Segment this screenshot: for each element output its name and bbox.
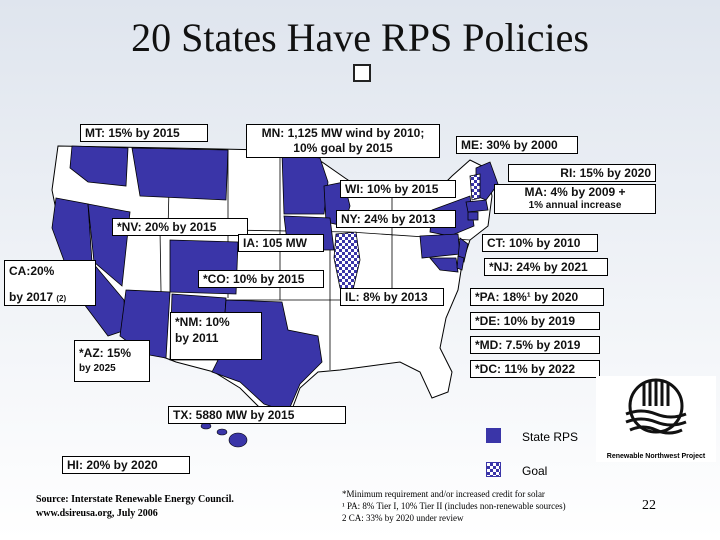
legend-rps-label: State RPS xyxy=(522,430,579,444)
page-number: 22 xyxy=(642,498,656,513)
label-ca-by: by 2017 xyxy=(9,290,54,304)
source-line1: Source: Interstate Renewable Energy Coun… xyxy=(36,494,234,505)
label-ma-line1: MA: 4% by 2009 + xyxy=(524,185,626,199)
legend-goal-swatch xyxy=(486,462,501,477)
label-me: ME: 30% by 2000 xyxy=(456,136,578,154)
label-ri: RI: 15% by 2020 xyxy=(508,164,656,182)
legend-rps-swatch xyxy=(486,428,501,443)
logo-text: Renewable Northwest Project xyxy=(606,453,706,460)
label-co: *CO: 10% by 2015 xyxy=(198,270,324,288)
label-de: *DE: 10% by 2019 xyxy=(470,312,600,330)
label-nj: *NJ: 24% by 2021 xyxy=(484,258,608,276)
label-mn-line2: 10% goal by 2015 xyxy=(293,141,393,155)
label-ny: NY: 24% by 2013 xyxy=(336,210,456,228)
state-ct xyxy=(467,211,479,221)
source-line2: www.dsireusa.org, July 2006 xyxy=(36,508,158,519)
label-tx: TX: 5880 MW by 2015 xyxy=(168,406,346,424)
state-nj xyxy=(457,237,469,263)
label-nm: *NM: 10% by 2011 xyxy=(170,312,262,360)
label-mn-line1: MN: 1,125 MW wind by 2010; xyxy=(261,126,425,140)
label-ca-line2: by 2017 (2) xyxy=(9,288,91,308)
label-ma-line2: 1% annual increase xyxy=(528,200,622,211)
label-md: *MD: 7.5% by 2019 xyxy=(470,336,600,354)
state-mt xyxy=(131,147,229,201)
label-ca-line1: CA:20% xyxy=(9,264,55,278)
footnotes: *Minimum requirement and/or increased cr… xyxy=(342,488,566,524)
label-az: *AZ: 15% by 2025 xyxy=(74,340,150,382)
label-hi: HI: 20% by 2020 xyxy=(62,456,190,474)
slide-title: 20 States Have RPS Policies xyxy=(131,15,589,60)
label-ca-footnote: (2) xyxy=(56,294,67,303)
footnote-3: 2 CA: 33% by 2020 under review xyxy=(342,513,464,523)
hawaii-island-3 xyxy=(216,428,228,436)
state-ma xyxy=(465,199,489,213)
label-pa: *PA: 18%¹ by 2020 xyxy=(470,288,604,306)
label-wi: WI: 10% by 2015 xyxy=(340,180,456,198)
state-vt-goal xyxy=(469,173,481,201)
label-ct: CT: 10% by 2010 xyxy=(482,234,598,252)
bullet-box-icon xyxy=(353,64,371,82)
label-nm-line1: *NM: 10% xyxy=(175,315,230,329)
source-citation: Source: Interstate Renewable Energy Coun… xyxy=(36,493,234,521)
label-nm-line2: by 2011 xyxy=(175,331,219,345)
renewable-northwest-logo: Renewable Northwest Project xyxy=(596,376,716,462)
footnote-2: ¹ PA: 8% Tier I, 10% Tier II (includes n… xyxy=(342,501,566,511)
label-mn: MN: 1,125 MW wind by 2010; 10% goal by 2… xyxy=(246,124,440,158)
state-de xyxy=(456,255,465,271)
label-ia: IA: 105 MW xyxy=(238,234,324,252)
hawaii-island-4 xyxy=(228,432,248,448)
label-mt: MT: 15% by 2015 xyxy=(80,124,208,142)
label-ca: CA:20% by 2017 (2) xyxy=(4,260,96,306)
state-pa xyxy=(419,233,461,259)
label-dc: *DC: 11% by 2022 xyxy=(470,360,600,378)
state-wa xyxy=(69,145,129,187)
sun-waves-icon xyxy=(625,378,687,435)
label-az-line1: *AZ: 15% xyxy=(79,346,132,360)
label-il: IL: 8% by 2013 xyxy=(340,288,444,306)
state-mn xyxy=(281,153,329,215)
label-ma: MA: 4% by 2009 + 1% annual increase xyxy=(494,184,656,214)
state-md xyxy=(429,257,459,273)
label-az-line2: by 2025 xyxy=(79,363,116,374)
legend-goal-label: Goal xyxy=(522,464,548,478)
label-nv: *NV: 20% by 2015 xyxy=(112,218,248,236)
footnote-1: *Minimum requirement and/or increased cr… xyxy=(342,489,545,499)
